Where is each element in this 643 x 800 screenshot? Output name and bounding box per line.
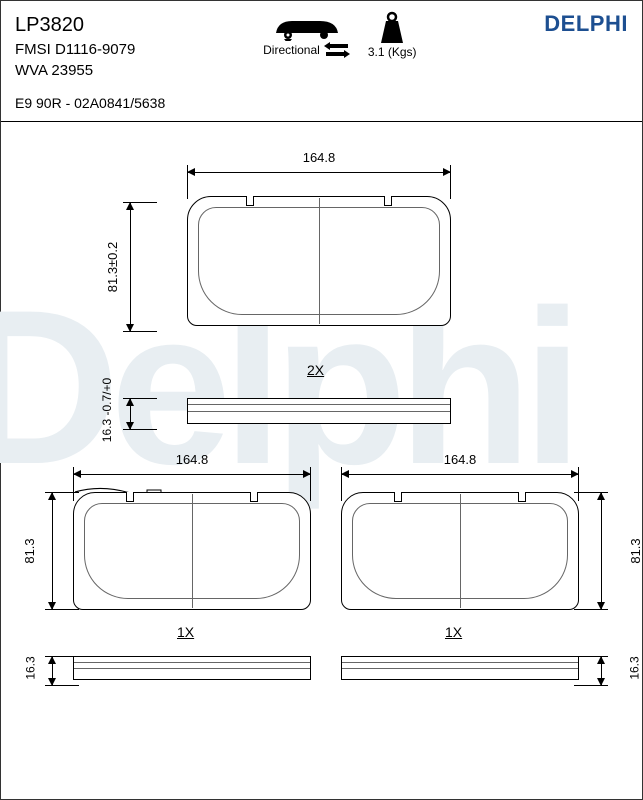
header-center: Directional 3.1 (Kgs)	[263, 11, 416, 81]
weight-value: 3.1 (Kgs)	[368, 45, 417, 59]
bottom-left-thickness-value: 16.3	[24, 656, 38, 679]
fmsi-code: FMSI D1116-9079	[15, 39, 135, 60]
top-height-value: 81.3±0.2	[105, 242, 120, 293]
regulation-code: E9 90R - 02A0841/5638	[1, 89, 642, 121]
top-pad-side-view	[187, 398, 451, 424]
weight-icon	[375, 11, 409, 45]
top-width-dimension: 164.8	[187, 150, 451, 179]
bottom-left-pad-face	[73, 492, 311, 610]
top-width-value: 164.8	[303, 150, 336, 165]
bottom-left-qty: 1X	[177, 624, 194, 640]
bottom-right-pad-face	[341, 492, 579, 610]
bottom-right-side-view	[341, 656, 579, 680]
top-strip-group: 2X 16.3 -0.7/+0	[1, 362, 642, 452]
bottom-left-side-view	[73, 656, 311, 680]
bottom-right-height-value: 81.3	[628, 538, 643, 563]
bottom-left-width-value: 164.8	[73, 452, 311, 467]
top-thickness-dimension: 16.3 -0.7/+0	[93, 390, 133, 430]
bottom-left-height-value: 81.3	[22, 538, 37, 563]
top-pad-group: 164.8 81.3±0.2	[1, 142, 642, 362]
top-height-dimension: 81.3±0.2	[93, 202, 133, 332]
header-left: LP3820 FMSI D1116-9079 WVA 23955	[15, 11, 135, 81]
bottom-right-qty: 1X	[445, 624, 462, 640]
part-number: LP3820	[15, 11, 135, 39]
bottom-right-width-value: 164.8	[341, 452, 579, 467]
bottom-pair-group: 164.8 164.8 81.3 81.3	[1, 452, 642, 712]
car-icon	[270, 11, 342, 41]
top-thickness-value: 16.3 -0.7/+0	[100, 378, 114, 442]
weight-block: 3.1 (Kgs)	[368, 11, 417, 59]
top-quantity-label: 2X	[307, 362, 324, 378]
diagram-area: 164.8 81.3±0.2 2X 16.3 -0.7/+0 164.8 164…	[1, 122, 642, 712]
bottom-right-width-dimension: 164.8	[341, 452, 579, 481]
top-pad-face	[187, 196, 451, 326]
header: LP3820 FMSI D1116-9079 WVA 23955 Directi…	[1, 1, 642, 89]
brand-logo: DELPHI	[544, 11, 628, 81]
car-directional-block: Directional	[263, 11, 350, 59]
separator-line	[1, 121, 642, 122]
directional-label: Directional	[263, 43, 320, 57]
directional-arrows-icon	[324, 41, 350, 59]
bottom-right-thickness-value: 16.3	[627, 656, 641, 679]
bottom-left-width-dimension: 164.8	[73, 452, 311, 481]
wva-code: WVA 23955	[15, 60, 135, 81]
